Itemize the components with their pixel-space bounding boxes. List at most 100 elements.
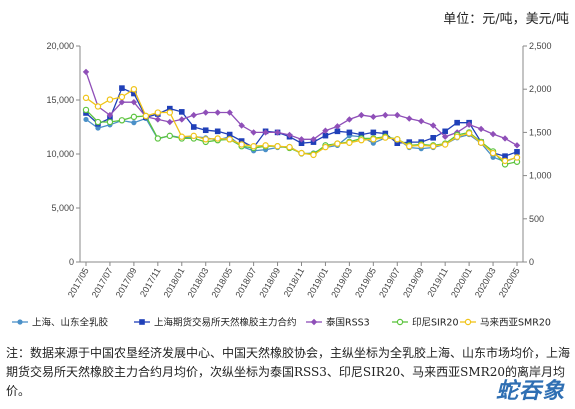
data-point	[465, 121, 473, 128]
x-tick-label: 2020/03	[473, 266, 498, 299]
data-point	[131, 90, 137, 97]
y-left-tick-label: 0	[69, 257, 74, 267]
data-point	[418, 117, 425, 125]
data-point	[298, 136, 305, 143]
x-tick-label: 2019/03	[329, 266, 354, 299]
x-tick-label: 2017/07	[90, 266, 115, 299]
data-point	[334, 123, 341, 130]
x-tick-label: 2019/09	[401, 266, 426, 299]
data-point	[166, 109, 174, 116]
data-point	[370, 113, 377, 121]
legend-label: 泰国RSS3	[326, 317, 370, 329]
data-point	[477, 125, 485, 133]
x-tick-label: 2019/11	[425, 266, 450, 299]
data-point	[106, 111, 114, 119]
data-point	[107, 115, 113, 122]
data-point	[394, 136, 401, 143]
data-point	[346, 139, 353, 146]
data-point	[178, 116, 185, 123]
y-left-tick-label: 5,000	[51, 203, 74, 213]
data-point	[214, 109, 221, 116]
y-right-tick-label: 2,500	[529, 41, 552, 51]
data-point	[83, 116, 89, 123]
data-point	[238, 141, 245, 148]
data-point	[286, 131, 293, 139]
y-left-tick-label: 20,000	[46, 41, 74, 51]
data-point	[501, 135, 509, 142]
x-tick-label: 2017/11	[138, 266, 163, 299]
x-tick-label: 2018/09	[257, 266, 282, 299]
data-point	[454, 119, 460, 126]
y-left-tick-label: 15,000	[46, 95, 74, 105]
data-point	[178, 109, 185, 115]
data-point	[190, 111, 197, 119]
data-point	[94, 103, 102, 110]
x-tick-label: 2019/05	[353, 266, 378, 299]
data-point	[382, 130, 389, 137]
data-point	[430, 135, 436, 141]
data-point	[214, 128, 221, 135]
data-point	[274, 143, 281, 150]
legend-marker	[139, 319, 145, 325]
data-point	[106, 96, 114, 103]
data-point	[226, 109, 233, 116]
x-tick-label: 2018/05	[209, 266, 234, 299]
data-point	[130, 85, 138, 93]
data-point	[154, 109, 162, 116]
data-point	[202, 136, 209, 143]
data-point	[82, 68, 90, 76]
data-point	[119, 85, 125, 91]
legend-label: 上海、山东全乳胶	[32, 317, 109, 329]
x-tick-label: 2018/07	[233, 266, 258, 299]
data-point	[298, 140, 305, 146]
data-point	[394, 111, 401, 119]
data-point	[286, 143, 293, 151]
data-point	[442, 128, 448, 135]
x-tick-label: 2017/09	[114, 266, 139, 299]
data-point	[429, 122, 437, 129]
data-point	[154, 116, 162, 123]
data-point	[502, 153, 508, 159]
y-right-tick-label: 2,000	[529, 84, 552, 94]
chart-series	[82, 68, 521, 168]
data-point	[82, 106, 90, 114]
x-tick-label: 2020/01	[449, 266, 474, 299]
data-point	[465, 130, 473, 137]
data-point	[382, 134, 389, 141]
data-point	[501, 157, 509, 165]
data-point	[370, 136, 377, 143]
x-tick-label: 2017/05	[66, 266, 91, 299]
data-point	[406, 139, 413, 145]
data-point	[178, 133, 185, 140]
data-point	[250, 129, 257, 136]
legend-label: 上海期货交易所天然橡胶主力合约	[154, 317, 297, 329]
legend-item: 上海、山东全乳胶	[12, 317, 109, 329]
data-point	[238, 138, 245, 144]
legend-marker	[17, 319, 23, 325]
data-point	[262, 129, 269, 136]
legend-item: 上海期货交易所天然橡胶主力合约	[134, 317, 297, 329]
data-point	[298, 149, 305, 157]
x-tick-label: 2019/01	[305, 266, 330, 299]
data-point	[250, 143, 257, 150]
y-right-tick-label: 1,500	[529, 127, 552, 137]
y-right-tick-label: 500	[529, 214, 544, 224]
legend-label: 印尼SIR20	[412, 317, 459, 329]
data-point	[167, 105, 173, 112]
data-point	[453, 133, 461, 140]
data-point	[118, 117, 126, 124]
data-point	[418, 142, 425, 149]
data-point	[477, 139, 485, 146]
data-point	[262, 142, 269, 149]
data-point	[310, 136, 317, 143]
data-point	[358, 136, 365, 144]
data-point	[513, 142, 521, 149]
y-right-tick-label: 0	[529, 257, 534, 267]
watermark-logo: 蛇吞象	[495, 379, 565, 404]
x-tick-label: 2018/01	[162, 266, 187, 299]
data-point	[130, 113, 138, 121]
legend-marker	[396, 318, 404, 326]
chart-note: 注：数据来源于中国农垦经济发展中心、中国天然橡胶协会，主纵坐标为全乳胶上海、山东…	[6, 346, 571, 398]
data-point	[274, 129, 281, 136]
chart-legend: 上海、山东全乳胶 上海期货交易所天然橡胶主力合约 泰国RSS3 印尼SIR20 马来西亚…	[12, 317, 551, 329]
